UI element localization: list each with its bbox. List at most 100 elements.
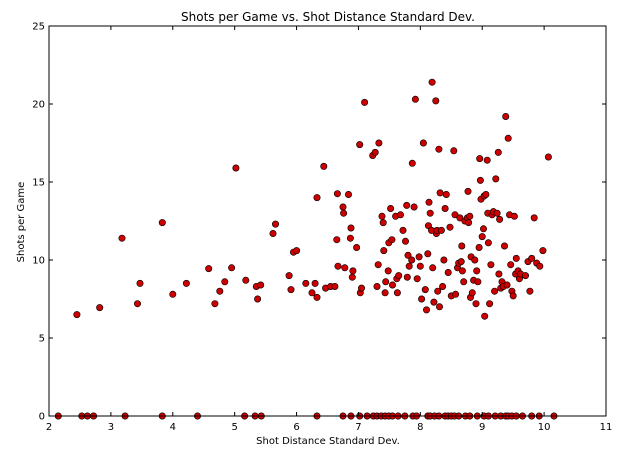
y-tick-label-20: 20 bbox=[32, 100, 45, 111]
y-tick-label-0: 0 bbox=[39, 412, 45, 423]
data-point-117 bbox=[396, 211, 404, 219]
data-point-165 bbox=[458, 242, 466, 250]
data-point-107 bbox=[382, 278, 390, 286]
data-point-179 bbox=[473, 267, 481, 275]
data-point-158 bbox=[450, 147, 458, 155]
data-point-60 bbox=[221, 278, 229, 286]
data-point-68 bbox=[271, 220, 279, 228]
data-point-175 bbox=[468, 289, 476, 297]
data-point-222 bbox=[526, 287, 534, 295]
data-point-73 bbox=[302, 279, 310, 287]
data-point-163 bbox=[456, 214, 464, 222]
data-point-134 bbox=[422, 306, 430, 314]
data-point-108 bbox=[384, 267, 392, 275]
data-point-190 bbox=[483, 156, 491, 164]
data-point-200 bbox=[494, 148, 502, 156]
data-point-65 bbox=[254, 295, 262, 303]
data-point-115 bbox=[393, 289, 401, 297]
y-tick-label-10: 10 bbox=[32, 256, 45, 267]
data-point-61 bbox=[228, 264, 236, 272]
data-point-72 bbox=[293, 247, 301, 255]
data-point-52 bbox=[134, 300, 142, 308]
data-point-106 bbox=[381, 289, 389, 297]
data-point-166 bbox=[458, 267, 466, 275]
data-point-110 bbox=[387, 205, 395, 213]
data-point-211 bbox=[507, 261, 515, 269]
data-point-121 bbox=[403, 273, 411, 281]
data-point-167 bbox=[460, 278, 468, 286]
x-tick-label-3: 3 bbox=[108, 422, 114, 433]
data-point-183 bbox=[476, 176, 484, 184]
data-point-86 bbox=[340, 209, 348, 217]
data-point-135 bbox=[424, 250, 432, 258]
data-point-51 bbox=[118, 234, 126, 242]
data-point-226 bbox=[536, 262, 544, 270]
data-point-170 bbox=[464, 187, 472, 195]
data-point-53 bbox=[136, 279, 144, 287]
x-tick-label-7: 7 bbox=[355, 422, 361, 433]
data-point-56 bbox=[182, 279, 190, 287]
data-point-214 bbox=[510, 212, 518, 220]
data-point-213 bbox=[509, 292, 517, 300]
data-point-207 bbox=[502, 113, 510, 121]
y-tick-label-25: 25 bbox=[32, 22, 45, 33]
data-point-123 bbox=[405, 262, 413, 270]
axis-ticks: 2 3 4 5 6 7 8 9 10 11 0 5 10 15 20 25 bbox=[32, 22, 612, 434]
data-point-90 bbox=[347, 224, 355, 232]
data-point-125 bbox=[408, 159, 416, 167]
data-point-83 bbox=[333, 190, 341, 198]
data-point-177 bbox=[471, 256, 479, 264]
data-point-104 bbox=[379, 219, 387, 227]
data-point-58 bbox=[211, 300, 219, 308]
data-point-152 bbox=[440, 256, 448, 264]
data-point-181 bbox=[475, 244, 483, 252]
data-point-122 bbox=[404, 251, 412, 259]
data-point-185 bbox=[478, 233, 486, 241]
data-point-188 bbox=[481, 312, 489, 320]
data-point-93 bbox=[353, 244, 361, 252]
data-point-159 bbox=[451, 211, 459, 219]
chart-title: Shots per Game vs. Shot Distance Standar… bbox=[181, 10, 475, 24]
data-point-224 bbox=[530, 214, 538, 222]
y-tick-label-15: 15 bbox=[32, 178, 45, 189]
data-point-91 bbox=[348, 273, 356, 281]
data-point-112 bbox=[388, 281, 396, 289]
data-point-88 bbox=[344, 191, 352, 199]
x-tick-label-9: 9 bbox=[479, 422, 485, 433]
data-point-75 bbox=[311, 279, 319, 287]
x-tick-label-2: 2 bbox=[46, 422, 52, 433]
data-point-143 bbox=[432, 97, 440, 105]
data-point-193 bbox=[486, 300, 494, 308]
data-point-197 bbox=[491, 287, 499, 295]
data-point-96 bbox=[357, 284, 365, 292]
data-point-87 bbox=[341, 264, 349, 272]
data-point-59 bbox=[216, 287, 224, 295]
data-point-76 bbox=[313, 293, 321, 301]
data-point-206 bbox=[500, 242, 508, 250]
data-point-223 bbox=[528, 254, 536, 262]
data-point-55 bbox=[169, 290, 177, 298]
data-point-77 bbox=[313, 194, 321, 202]
data-point-70 bbox=[287, 286, 295, 294]
data-point-92 bbox=[349, 267, 357, 275]
data-point-155 bbox=[444, 268, 452, 276]
data-point-105 bbox=[380, 247, 388, 255]
data-point-151 bbox=[439, 282, 447, 290]
data-point-198 bbox=[492, 175, 500, 183]
data-point-100 bbox=[373, 282, 381, 290]
data-point-54 bbox=[158, 219, 166, 227]
data-point-194 bbox=[487, 261, 495, 269]
data-point-103 bbox=[378, 212, 386, 220]
data-point-178 bbox=[472, 300, 480, 308]
data-point-74 bbox=[308, 289, 316, 297]
y-tick-label-5: 5 bbox=[39, 334, 45, 345]
data-point-130 bbox=[416, 262, 424, 270]
data-point-149 bbox=[436, 189, 444, 197]
data-point-199 bbox=[493, 209, 501, 217]
data-point-62 bbox=[232, 164, 240, 172]
data-point-171 bbox=[465, 219, 473, 227]
data-point-66 bbox=[257, 281, 265, 289]
data-point-102 bbox=[375, 139, 383, 147]
data-point-120 bbox=[403, 201, 411, 209]
